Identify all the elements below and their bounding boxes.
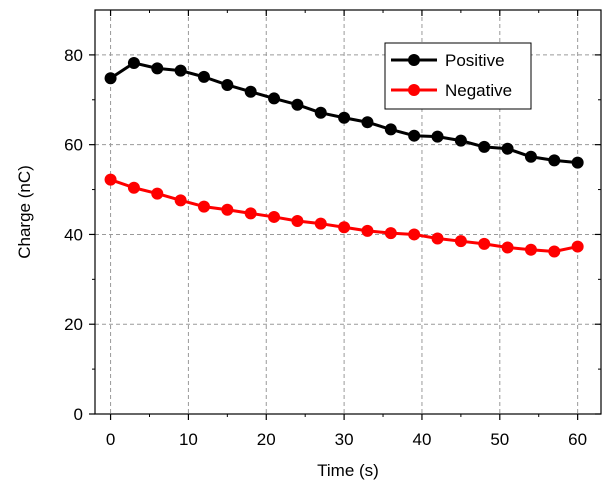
data-point-negative — [151, 187, 164, 200]
data-point-negative — [548, 245, 561, 258]
data-point-negative — [268, 210, 281, 223]
data-point-positive — [197, 70, 210, 83]
data-point-positive — [151, 62, 164, 75]
x-tick-label: 20 — [257, 430, 276, 449]
x-tick-label: 40 — [412, 430, 431, 449]
y-tick-label: 60 — [64, 136, 83, 155]
y-tick-label: 80 — [64, 46, 83, 65]
data-point-positive — [571, 156, 584, 169]
legend-label: Negative — [445, 81, 512, 100]
series-negative — [104, 173, 584, 258]
data-point-negative — [454, 235, 467, 248]
data-point-positive — [127, 56, 140, 69]
legend-marker — [408, 84, 420, 96]
legend-item-positive: Positive — [391, 51, 505, 70]
data-point-positive — [314, 106, 327, 119]
series-layer — [104, 56, 584, 258]
tick-labels: 0 10 20 30 40 50 60 0 20 40 60 80 — [64, 46, 587, 449]
data-point-positive — [268, 92, 281, 105]
data-point-positive — [501, 142, 514, 155]
x-tick-label: 0 — [106, 430, 115, 449]
data-point-negative — [244, 207, 257, 220]
data-point-positive — [338, 111, 351, 124]
data-point-positive — [454, 134, 467, 147]
legend-item-negative: Negative — [391, 81, 512, 100]
data-point-positive — [221, 78, 234, 91]
data-point-positive — [548, 154, 561, 167]
series-positive — [104, 56, 584, 169]
data-point-positive — [478, 140, 491, 153]
x-tick-label: 60 — [568, 430, 587, 449]
data-point-positive — [174, 64, 187, 77]
data-point-positive — [524, 150, 537, 163]
y-axis-title: Charge (nC) — [15, 165, 34, 259]
y-tick-label: 40 — [64, 225, 83, 244]
legend-label: Positive — [445, 51, 505, 70]
legend-items: Positive Negative — [391, 51, 512, 100]
data-point-positive — [361, 116, 374, 129]
data-point-positive — [431, 130, 444, 143]
data-point-negative — [104, 173, 117, 186]
data-point-negative — [291, 214, 304, 227]
legend-marker — [408, 54, 420, 66]
x-tick-label: 10 — [179, 430, 198, 449]
data-point-positive — [244, 85, 257, 98]
data-point-negative — [197, 200, 210, 213]
data-point-negative — [314, 217, 327, 230]
legend: Positive Negative — [384, 42, 532, 110]
data-point-negative — [408, 228, 421, 241]
data-point-positive — [408, 129, 421, 142]
data-point-positive — [291, 98, 304, 111]
plot-frame — [94, 9, 602, 415]
data-point-negative — [174, 194, 187, 207]
data-point-positive — [104, 72, 117, 85]
grid — [95, 10, 601, 414]
data-point-negative — [361, 224, 374, 237]
x-tick-label: 30 — [335, 430, 354, 449]
data-point-negative — [431, 232, 444, 245]
data-point-negative — [571, 240, 584, 253]
data-point-negative — [478, 237, 491, 250]
data-point-negative — [221, 203, 234, 216]
data-point-negative — [338, 221, 351, 234]
data-point-positive — [384, 123, 397, 136]
data-point-negative — [127, 181, 140, 194]
y-tick-label: 0 — [74, 405, 83, 424]
x-axis-title: Time (s) — [317, 461, 379, 480]
data-point-negative — [384, 227, 397, 240]
data-point-negative — [501, 241, 514, 254]
x-tick-label: 50 — [490, 430, 509, 449]
legend-box — [384, 42, 532, 110]
y-tick-label: 20 — [64, 315, 83, 334]
data-point-negative — [524, 243, 537, 256]
